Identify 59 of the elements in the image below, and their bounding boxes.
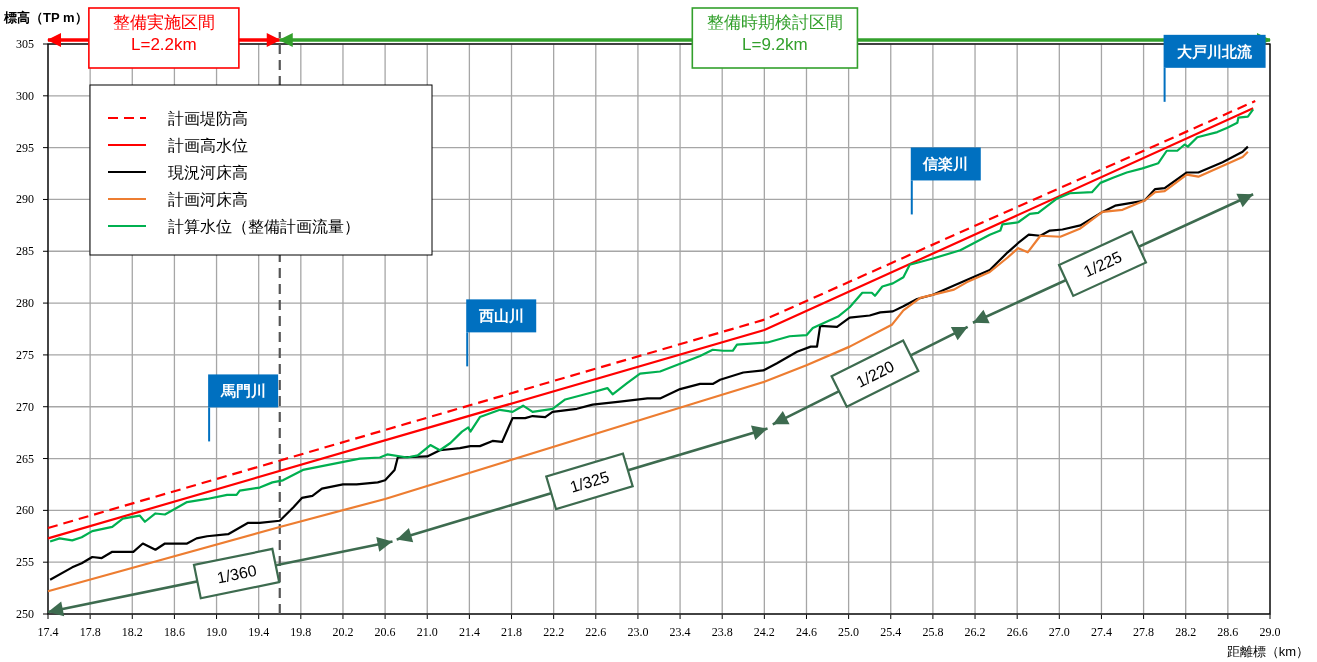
y-tick-label: 270: [16, 399, 34, 414]
x-tick-label: 26.6: [1006, 625, 1028, 639]
x-tick-label: 21.4: [458, 625, 480, 639]
x-tick-label: 25.0: [838, 625, 860, 639]
x-tick-label: 27.4: [1090, 625, 1112, 639]
y-axis-title: 標高（TP m）: [3, 10, 88, 25]
annotation: 整備時期検討区間 L=9.2km: [706, 13, 843, 54]
annotation: 1/325: [568, 467, 612, 496]
x-tick-label: 17.8: [79, 625, 101, 639]
y-tick-label: 295: [16, 140, 34, 155]
ref-line-label: 馬門川: [219, 382, 266, 400]
x-tick-label: 19.4: [248, 625, 270, 639]
annotation: 1/225: [1080, 248, 1125, 281]
y-tick-label: 260: [16, 503, 34, 518]
x-tick-label: 28.2: [1175, 625, 1197, 639]
ref-line-label: 大戸川北流: [1177, 42, 1254, 60]
x-tick-label: 18.2: [121, 625, 143, 639]
x-tick-label: 25.8: [922, 625, 944, 639]
y-tick-label: 290: [16, 192, 34, 207]
legend-label: 計画高水位: [168, 137, 248, 154]
x-tick-label: 24.2: [753, 625, 775, 639]
ref-line-label: 信楽川: [922, 155, 969, 173]
annotation: 1/360: [215, 561, 259, 587]
x-tick-label: 24.6: [795, 625, 817, 639]
x-tick-label: 21.8: [501, 625, 523, 639]
x-tick-label: 19.0: [206, 625, 228, 639]
y-tick-label: 305: [16, 37, 34, 51]
y-tick-label: 265: [16, 451, 34, 466]
x-tick-label: 17.4: [37, 625, 59, 639]
x-tick-label: 21.0: [416, 625, 438, 639]
x-tick-label: 28.6: [1217, 625, 1239, 639]
y-tick-label: 255: [16, 555, 34, 570]
x-tick-label: 26.2: [964, 625, 986, 639]
x-tick-label: 18.6: [163, 625, 185, 639]
x-tick-label: 23.0: [627, 625, 649, 639]
x-tick-label: 22.2: [543, 625, 565, 639]
legend-label: 計算水位（整備計画流量）: [168, 218, 360, 235]
x-tick-label: 20.2: [332, 625, 354, 639]
annotation: 1/220: [853, 357, 897, 391]
y-tick-label: 275: [16, 347, 34, 362]
legend-label: 計画河床高: [168, 191, 248, 208]
x-tick-label: 25.4: [880, 625, 902, 639]
x-axis-title: 距離標（km）: [1226, 644, 1309, 659]
x-tick-label: 23.8: [711, 625, 733, 639]
legend-label: 現況河床高: [168, 164, 248, 181]
x-tick-label: 20.6: [374, 625, 396, 639]
x-tick-label: 29.0: [1259, 625, 1281, 639]
ref-line-label: 西山川: [477, 307, 524, 325]
x-tick-label: 19.8: [290, 625, 312, 639]
x-tick-label: 23.4: [669, 625, 691, 639]
y-tick-label: 285: [16, 244, 34, 259]
y-tick-label: 250: [16, 607, 34, 621]
x-tick-label: 22.6: [585, 625, 607, 639]
x-tick-label: 27.0: [1048, 625, 1070, 639]
y-tick-label: 300: [16, 88, 34, 103]
x-tick-label: 27.8: [1133, 625, 1155, 639]
annotation: 整備実施区間 L=2.2km: [112, 13, 215, 54]
y-tick-label: 280: [16, 296, 34, 311]
legend-label: 計画堤防高: [168, 110, 248, 127]
